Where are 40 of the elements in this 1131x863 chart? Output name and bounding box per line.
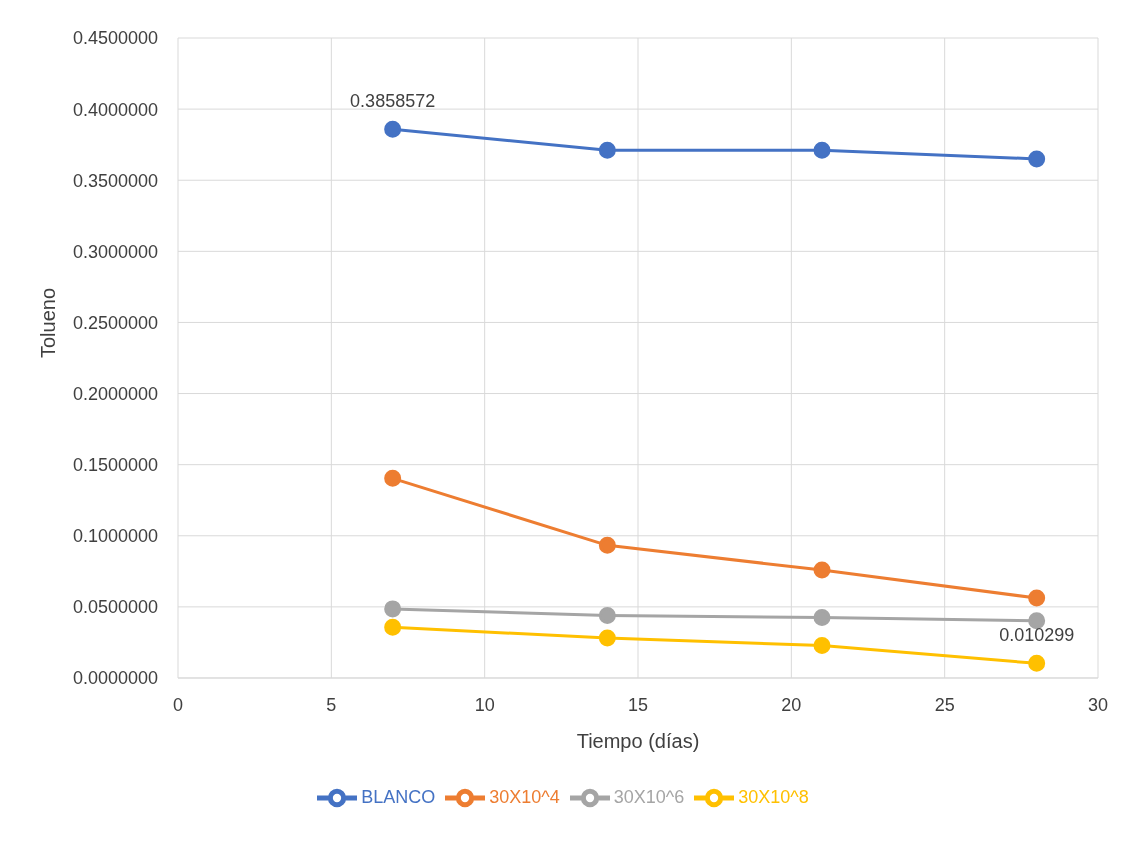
x-tick-label: 5 xyxy=(326,694,337,715)
point xyxy=(813,141,831,159)
point xyxy=(813,609,831,627)
point xyxy=(1028,589,1046,607)
point xyxy=(1028,150,1046,168)
legend-label: 30X10^4 xyxy=(489,786,560,807)
y-tick-label: 0.0000000 xyxy=(72,668,158,689)
x-tick-label: 15 xyxy=(627,694,649,715)
y-tick-label: 0.1500000 xyxy=(72,455,158,476)
point xyxy=(598,536,616,554)
y-tick-label: 0.3500000 xyxy=(72,170,158,191)
x-tick-label: 25 xyxy=(934,694,955,715)
legend-label: 30X10^8 xyxy=(738,786,809,807)
x-tick-label: 20 xyxy=(781,694,802,715)
y-tick-label: 0.0500000 xyxy=(72,597,158,618)
point xyxy=(384,618,402,636)
point xyxy=(813,561,831,579)
point xyxy=(598,606,616,624)
data-label: 0.3858572 xyxy=(350,91,436,112)
x-tick-label: 30 xyxy=(1087,694,1109,715)
y-axis-title: Tolueno xyxy=(37,287,60,358)
point xyxy=(384,600,402,618)
x-tick-label: 10 xyxy=(474,694,495,715)
point xyxy=(598,629,616,647)
x-tick-label: 0 xyxy=(172,694,184,715)
point xyxy=(1028,654,1046,672)
legend-label: 30X10^6 xyxy=(613,786,685,807)
y-tick-label: 0.4000000 xyxy=(72,99,158,120)
legend-label: BLANCO xyxy=(361,786,436,807)
y-tick-label: 0.2000000 xyxy=(72,383,158,404)
data-label: 0.010299 xyxy=(999,625,1075,646)
y-tick-label: 0.4500000 xyxy=(72,28,158,49)
y-tick-label: 0.1000000 xyxy=(72,526,158,547)
point xyxy=(384,120,402,138)
y-tick-label: 0.3000000 xyxy=(72,241,158,262)
y-tick-label: 0.2500000 xyxy=(72,312,158,333)
x-axis-title: Tiempo (días) xyxy=(576,730,700,752)
point xyxy=(813,637,831,655)
point xyxy=(384,469,402,487)
point xyxy=(598,141,616,159)
